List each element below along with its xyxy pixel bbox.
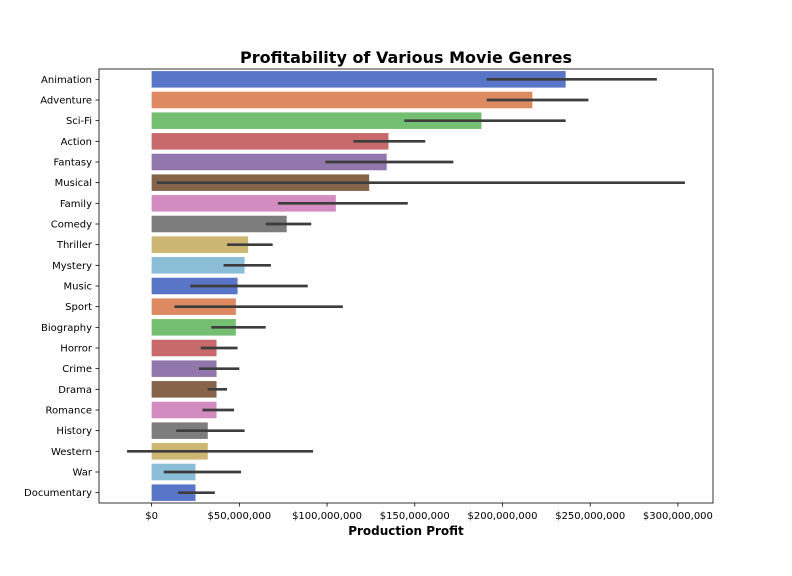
y-tick-label: Action: [61, 137, 92, 148]
y-tick-label: Sport: [65, 302, 92, 313]
y-tick-label: Mystery: [52, 261, 92, 272]
x-tick-label: $300,000,000: [643, 511, 713, 522]
bar-family: [151, 195, 336, 212]
error-bars-group: [127, 77, 685, 495]
x-tick-label: $250,000,000: [555, 511, 625, 522]
y-tick-label: Animation: [41, 75, 92, 86]
y-tick-label: Biography: [41, 323, 92, 334]
bar-animation: [151, 71, 566, 88]
x-tick-label: $0: [145, 511, 158, 522]
y-tick-label: Sci-Fi: [66, 116, 92, 127]
y-tick-label: Crime: [62, 364, 92, 375]
bar-horror: [151, 339, 217, 357]
y-tick-label: Music: [64, 282, 92, 293]
plot-frame: [98, 68, 714, 504]
bar-romance: [151, 401, 217, 419]
y-tick-label: Fantasy: [54, 158, 93, 169]
bar-comedy: [151, 215, 287, 233]
bar-adventure: [151, 91, 533, 109]
y-tick-label: Thriller: [56, 240, 93, 251]
y-tick-label: Horror: [60, 344, 93, 355]
bar-crime: [151, 360, 217, 377]
y-axis-ticks: Animation Adventure Sci-Fi Action Fantasy Mus…: [24, 75, 99, 499]
y-tick-label: Family: [60, 199, 92, 210]
y-tick-label: Adventure: [40, 96, 92, 107]
y-tick-label: Drama: [58, 385, 92, 396]
bar-fantasy: [151, 153, 387, 171]
x-tick-label: $200,000,000: [467, 511, 537, 522]
x-tick-label: $100,000,000: [292, 511, 362, 522]
y-tick-label: Musical: [55, 178, 92, 189]
y-tick-label: History: [56, 426, 92, 437]
bar-action: [151, 133, 389, 150]
x-tick-label: $50,000,000: [208, 511, 272, 522]
x-axis-label: Production Profit: [348, 524, 464, 538]
y-tick-label: War: [73, 468, 93, 479]
bar-biography: [151, 319, 236, 336]
y-tick-label: Comedy: [51, 220, 92, 231]
bars-group: [151, 71, 566, 501]
x-axis-ticks: $0 $50,000,000 $100,000,000 $150,000,000 $20…: [145, 503, 713, 522]
x-tick-label: $150,000,000: [380, 511, 450, 522]
y-tick-label: Romance: [46, 406, 92, 417]
y-tick-label: Documentary: [24, 488, 92, 499]
bar-thriller: [151, 236, 249, 253]
bar-documentary: [151, 484, 196, 501]
bar-mystery: [151, 257, 245, 274]
bar-sci-fi: [151, 112, 482, 129]
bar-drama: [151, 381, 217, 398]
chart-title: Profitability of Various Movie Genres: [240, 48, 572, 67]
y-tick-label: Western: [51, 447, 92, 458]
